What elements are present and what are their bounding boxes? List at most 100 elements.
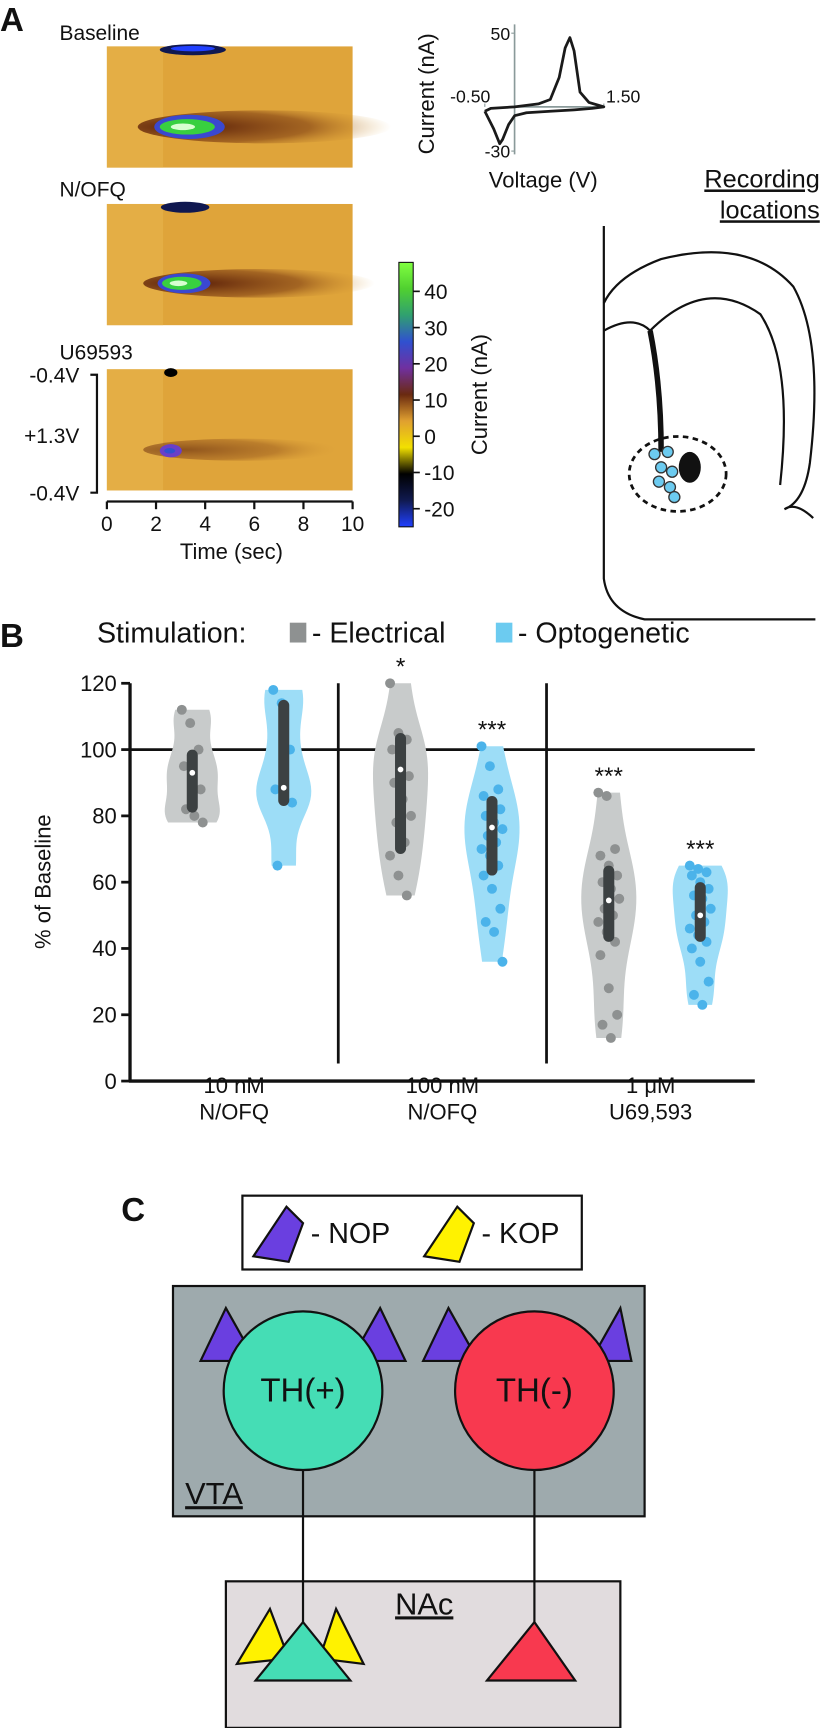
data-point <box>612 1009 623 1020</box>
legend-swatch <box>289 622 307 643</box>
heatmap-label: N/OFQ <box>60 178 126 201</box>
median <box>697 912 704 919</box>
y-tick-label: -30 <box>485 142 511 162</box>
y-tick-label: -10 <box>424 462 454 485</box>
iqr-bar <box>486 795 498 876</box>
y-tick-label: -20 <box>424 498 454 521</box>
target-neuron <box>253 1620 353 1682</box>
y-tick-label: 0 <box>424 426 436 449</box>
y-tick-label: 40 <box>92 936 117 961</box>
data-point <box>703 976 714 987</box>
data-point <box>476 844 487 854</box>
x-tick-label: 8 <box>298 513 310 536</box>
brain-landmark <box>678 451 701 483</box>
heatmap-y-label: -0.4V <box>29 364 79 387</box>
neuron <box>222 1310 384 1472</box>
significance: *** <box>478 716 507 743</box>
data-point <box>484 761 495 772</box>
data-point <box>387 744 398 755</box>
data-point <box>385 850 396 861</box>
data-point <box>385 678 396 689</box>
data-point <box>593 917 604 927</box>
data-point <box>268 684 279 695</box>
cv-trace <box>483 36 606 146</box>
legend-label: - Optogenetic <box>518 618 690 650</box>
data-point <box>701 867 712 878</box>
median <box>489 824 495 831</box>
y-axis-label: % of Baseline <box>31 814 56 949</box>
y-axis-label: Current (nA) <box>467 334 492 455</box>
data-point <box>197 817 208 828</box>
y-tick-label: 0 <box>105 1069 117 1094</box>
x-tick-label: 4 <box>199 513 211 536</box>
colorbar <box>398 261 414 528</box>
recording-sites <box>648 445 681 504</box>
data-point <box>189 810 200 821</box>
data-point <box>487 883 497 894</box>
region-label: VTA <box>185 1476 243 1511</box>
iqr-bar <box>603 865 615 942</box>
neuron <box>453 1310 615 1472</box>
legend-label: - KOP <box>482 1218 560 1250</box>
median <box>397 766 404 773</box>
x-tick-label: 10 nM <box>204 1073 265 1098</box>
data-point <box>603 983 614 994</box>
data-point <box>403 771 414 782</box>
significance: *** <box>686 836 715 863</box>
data-point <box>195 784 206 795</box>
heatmap-y-label: -0.4V <box>29 482 79 505</box>
data-point <box>495 804 506 815</box>
data-point <box>480 917 491 927</box>
iqr-bar <box>694 882 706 942</box>
data-point <box>686 943 697 954</box>
data-point <box>703 883 714 894</box>
y-tick-label: 40 <box>424 281 447 304</box>
recording-title: Recording <box>704 165 819 193</box>
data-point <box>489 926 500 937</box>
data-point <box>593 787 604 798</box>
data-point <box>476 741 487 752</box>
data-point <box>695 956 706 967</box>
data-point <box>401 890 412 901</box>
heatmap <box>106 201 375 326</box>
recording-title: locations <box>720 196 820 224</box>
y-tick-label: 80 <box>92 804 117 829</box>
y-tick-label: 10 <box>424 390 447 413</box>
data-point <box>595 950 606 961</box>
data-point <box>493 784 504 795</box>
median <box>189 769 196 776</box>
data-point <box>272 860 283 871</box>
data-point <box>393 870 404 881</box>
x-tick-label: N/OFQ <box>199 1100 269 1125</box>
x-tick-label: 1.50 <box>606 86 641 106</box>
heatmap <box>106 368 353 491</box>
iqr-bar <box>186 749 198 813</box>
y-tick-label: 50 <box>491 24 511 44</box>
x-tick-label: 100 nM <box>406 1073 479 1098</box>
legend-label: - Electrical <box>312 618 446 650</box>
data-point <box>478 870 489 881</box>
data-point <box>495 903 506 914</box>
data-point <box>705 903 716 914</box>
data-point <box>497 824 508 835</box>
panel-label: C <box>121 1192 145 1229</box>
data-point <box>270 784 281 795</box>
data-point <box>601 791 612 801</box>
x-tick-label: 0 <box>101 513 113 536</box>
data-point <box>689 989 699 1000</box>
x-axis-label: Voltage (V) <box>489 167 598 192</box>
y-tick-label: 60 <box>92 870 117 895</box>
heatmap-label: Baseline <box>60 22 140 45</box>
iqr-bar <box>395 733 407 855</box>
median <box>605 897 612 904</box>
data-point <box>614 893 625 904</box>
data-point <box>693 863 704 874</box>
data-point <box>610 844 621 854</box>
iqr-bar <box>278 699 290 806</box>
legend-swatch <box>495 622 513 643</box>
y-tick-label: 120 <box>80 671 117 696</box>
target-neuron <box>484 1620 578 1682</box>
kop-receptors <box>234 1605 366 1666</box>
nop-icon <box>251 1204 305 1264</box>
